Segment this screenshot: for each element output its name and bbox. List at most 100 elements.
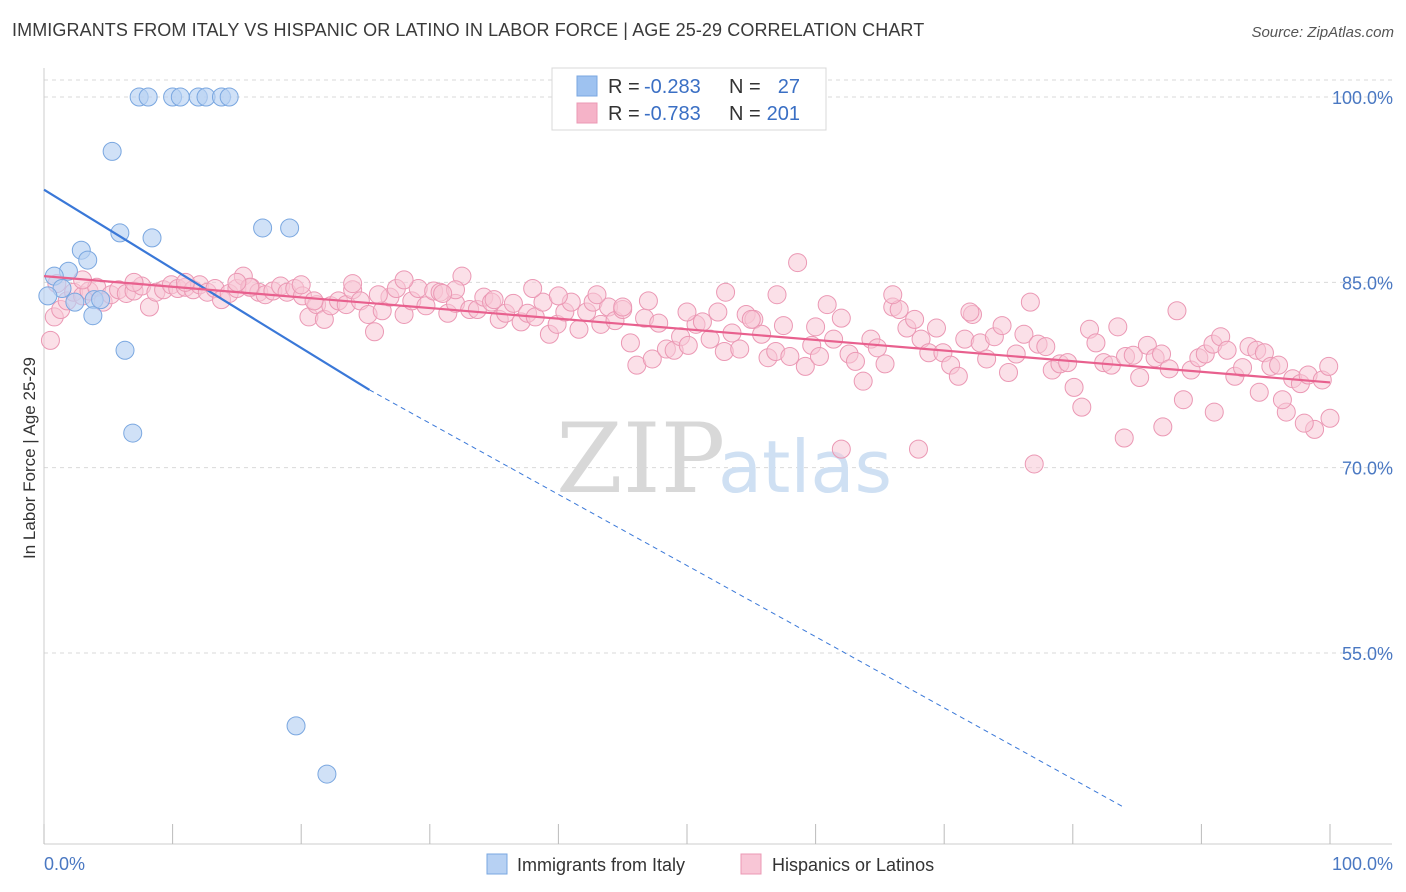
hispanic-point <box>416 296 436 316</box>
italy-points <box>38 87 337 784</box>
hispanic-point <box>1294 413 1314 433</box>
hispanic-point <box>853 371 873 391</box>
hispanic-point <box>227 272 247 292</box>
hispanic-point <box>368 285 388 305</box>
hispanic-point <box>809 346 829 366</box>
x-tick-labels: 0.0% 100.0% <box>44 854 1393 874</box>
hispanic-point <box>875 354 895 374</box>
hispanic-point <box>1130 367 1150 387</box>
hispanic-point <box>587 285 607 305</box>
italy-point <box>38 286 58 306</box>
hispanic-point <box>806 317 826 337</box>
hispanic-point <box>741 309 761 329</box>
y-tick-label: 100.0% <box>1332 88 1393 108</box>
hispanic-point <box>677 302 697 322</box>
y-tick-label: 55.0% <box>1342 644 1393 664</box>
hispanic-point <box>1006 344 1026 364</box>
italy-point <box>219 87 239 107</box>
hispanic-point <box>1108 317 1128 337</box>
hispanic-points <box>40 253 1340 474</box>
italy-point <box>110 223 130 243</box>
trend-lines <box>43 188 1331 808</box>
italy-point <box>123 423 143 443</box>
hispanic-point <box>1072 397 1092 417</box>
hispanic-point <box>960 302 980 322</box>
hispanic-point <box>817 295 837 315</box>
hispanic-point <box>1020 292 1040 312</box>
hispanic-point <box>678 335 698 355</box>
hispanic-point <box>620 333 640 353</box>
legend-row-italy: R = -0.283 N = 27 <box>576 75 800 98</box>
italy-point <box>286 716 306 736</box>
hispanic-point <box>708 302 728 322</box>
hispanic-point <box>883 285 903 305</box>
hispanic-point <box>642 349 662 369</box>
legend-r-value-italy: -0.283 <box>644 76 701 98</box>
hispanic-point <box>1167 301 1187 321</box>
bottom-legend-label-italy: Immigrants from Italy <box>517 855 685 875</box>
hispanic-point <box>926 318 946 338</box>
hispanic-point <box>1152 344 1172 364</box>
hispanic-point <box>40 330 60 350</box>
bottom-legend-label-hispanic: Hispanics or Latinos <box>772 855 934 875</box>
italy-point <box>65 292 85 312</box>
italy-point <box>317 764 337 784</box>
hispanic-point <box>613 297 633 317</box>
hispanic-point <box>1272 390 1292 410</box>
hispanic-point <box>394 270 414 290</box>
hispanic-point <box>1123 345 1143 365</box>
hispanic-point <box>1058 353 1078 373</box>
bottom-legend-swatch-italy <box>486 853 508 875</box>
y-tick-label: 70.0% <box>1342 459 1393 479</box>
hispanic-point <box>523 279 543 299</box>
chart-title: IMMIGRANTS FROM ITALY VS HISPANIC OR LAT… <box>12 20 925 40</box>
hispanic-point <box>365 322 385 342</box>
hispanic-point <box>730 339 750 359</box>
hispanic-point <box>1269 355 1289 375</box>
x-tick-label-max: 100.0% <box>1332 854 1393 874</box>
hispanic-point <box>905 309 925 329</box>
hispanic-point <box>992 316 1012 336</box>
hispanic-point <box>503 293 523 313</box>
hispanic-point <box>700 329 720 349</box>
hispanic-point <box>1086 333 1106 353</box>
hispanic-point <box>569 319 589 339</box>
hispanic-point <box>999 363 1018 383</box>
hispanic-point <box>845 351 865 371</box>
hispanic-point <box>291 275 311 295</box>
hispanic-point <box>767 285 787 305</box>
italy-point <box>280 218 300 238</box>
legend-r-label-italy: R = <box>608 76 640 98</box>
axes <box>43 68 1392 845</box>
hispanic-point <box>795 356 815 376</box>
hispanic-point <box>1217 340 1237 360</box>
italy-point <box>83 306 103 326</box>
hispanic-point <box>831 439 851 459</box>
hispanic-point <box>692 312 712 332</box>
italy-point <box>78 250 98 270</box>
x-tick-label-min: 0.0% <box>44 854 85 874</box>
legend-r-label-hispanic: R = <box>608 103 640 125</box>
hispanic-point <box>1014 324 1034 344</box>
hispanic-point <box>1233 358 1253 378</box>
hispanic-point <box>1036 337 1056 357</box>
legend-n-label-italy: N = <box>729 76 761 98</box>
italy-point <box>142 228 162 248</box>
hispanic-point <box>1204 402 1224 422</box>
hispanic-trend-line <box>43 275 1331 384</box>
hispanic-point <box>304 291 324 311</box>
hispanic-point <box>638 291 658 311</box>
hispanic-point <box>649 313 669 333</box>
hispanic-point <box>831 308 851 328</box>
hispanic-point <box>716 282 736 302</box>
hispanic-point <box>1114 428 1134 448</box>
hispanic-point <box>1319 356 1339 376</box>
hispanic-point <box>824 329 844 349</box>
italy-point <box>170 87 190 107</box>
italy-point <box>91 290 111 310</box>
legend-swatch-hispanic <box>576 102 598 124</box>
hispanic-point <box>1153 417 1173 437</box>
hispanic-point <box>773 316 793 336</box>
legend: R = -0.283 N = 27 R = -0.783 N = 201 <box>551 67 827 131</box>
